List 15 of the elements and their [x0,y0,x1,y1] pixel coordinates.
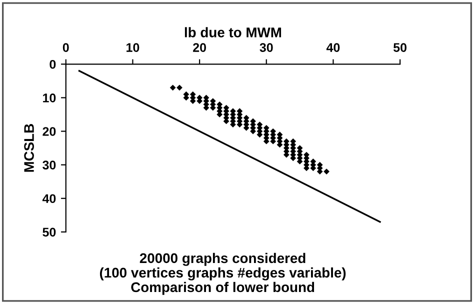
y-tick-label: 20 [42,127,56,136]
y-tick-label: 0 [50,60,56,69]
x-tick-label: 30 [260,43,273,52]
text: 20000 graphs considered (100 vertices graphs #edges variable) Comparison of lower bound [100,252,346,295]
x-tick-label: 40 [326,43,340,52]
x-tick-label: 0 [62,43,69,52]
x-tick-label: 10 [126,43,140,52]
x-axis-title: lb due to MWM [184,27,282,38]
y-tick-label: 40 [42,194,56,204]
y-tick-label: 10 [43,94,56,102]
x-tick-label: 20 [193,43,206,52]
x-tick-label: 50 [393,43,406,52]
y-tick-label: 50 [42,228,56,237]
y-tick-label: 30 [42,160,56,170]
y-axis-title: MCSLB [24,124,34,172]
